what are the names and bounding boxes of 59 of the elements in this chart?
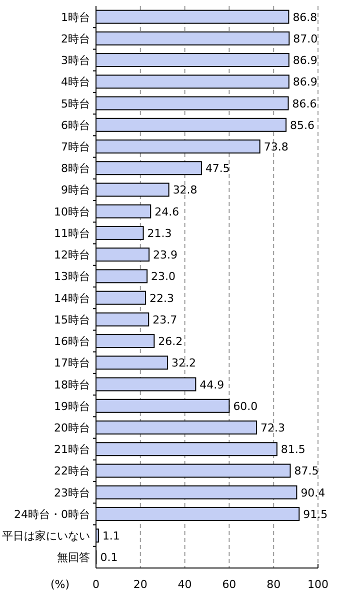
y-tick-label: 4時台	[61, 76, 90, 89]
data-label: 22.3	[150, 292, 174, 305]
y-tick-label: 6時台	[61, 118, 90, 132]
y-tick-label: 平日は家にいない	[2, 530, 90, 543]
y-tick-label: 21時台	[54, 443, 90, 456]
x-tick-label: 40	[178, 578, 192, 591]
y-tick-label: 15時台	[54, 313, 90, 326]
data-label: 86.6	[292, 97, 317, 110]
data-label: 73.8	[264, 140, 288, 154]
y-tick-label: 18時台	[54, 378, 90, 392]
data-label: 44.9	[200, 378, 224, 392]
data-label: 72.3	[260, 422, 286, 434]
data-label: 23.9	[153, 248, 178, 262]
y-tick-label: 13時台	[54, 270, 90, 284]
y-tick-label: 2時台	[61, 32, 90, 46]
y-tick-label: 3時台	[61, 54, 90, 68]
data-label: 90.4	[300, 486, 326, 500]
y-tick-label: 16時台	[54, 335, 90, 348]
data-label: 47.5	[205, 162, 230, 176]
data-label: 91.5	[303, 508, 328, 521]
y-tick-label: 23時台	[54, 486, 90, 500]
y-tick-label: 10時台	[54, 205, 90, 218]
y-tick-label: 14時台	[54, 292, 90, 305]
x-tick-label: 60	[222, 578, 236, 591]
data-label: 0.1	[100, 551, 118, 564]
x-tick-label: 80	[266, 578, 281, 591]
y-tick-label: 22時台	[54, 464, 90, 478]
y-tick-label: 19時台	[54, 400, 90, 413]
data-label: 87.0	[293, 32, 318, 46]
data-label: 21.3	[147, 226, 172, 240]
x-tick-label: 0	[92, 578, 100, 591]
data-label: 32.8	[172, 184, 198, 197]
data-label: 26.2	[158, 335, 183, 348]
y-tick-label: 12時台	[54, 248, 90, 262]
x-tick-label: 20	[133, 578, 148, 591]
data-label: 87.5	[294, 464, 319, 478]
x-axis-title: (%)	[50, 578, 70, 591]
data-label: 81.5	[280, 443, 306, 456]
y-tick-label: 11時台	[54, 226, 90, 240]
data-label: 86.8	[292, 10, 318, 24]
data-label: 60.0	[233, 400, 258, 413]
y-tick-label: 20時台	[54, 422, 90, 434]
data-label: 24.6	[154, 205, 180, 218]
data-label: 86.9	[292, 54, 318, 68]
y-tick-label: 1時台	[61, 10, 90, 24]
data-label: 1.1	[102, 530, 120, 543]
data-label: 32.2	[171, 356, 196, 370]
y-tick-label: 7時台	[61, 140, 90, 154]
y-tick-label: 無回答	[57, 551, 90, 564]
y-tick-label: 17時台	[54, 356, 90, 370]
y-tick-label: 5時台	[61, 97, 90, 110]
y-tick-label: 8時台	[61, 162, 90, 176]
y-tick-label: 24時台・0時台	[14, 508, 90, 521]
data-label: 86.9	[292, 76, 318, 89]
data-label: 23.7	[152, 313, 178, 326]
data-label: 85.6	[290, 118, 315, 132]
data-label: 23.0	[151, 270, 176, 284]
y-tick-label: 9時台	[61, 184, 90, 197]
x-tick-label: 100	[308, 578, 328, 591]
